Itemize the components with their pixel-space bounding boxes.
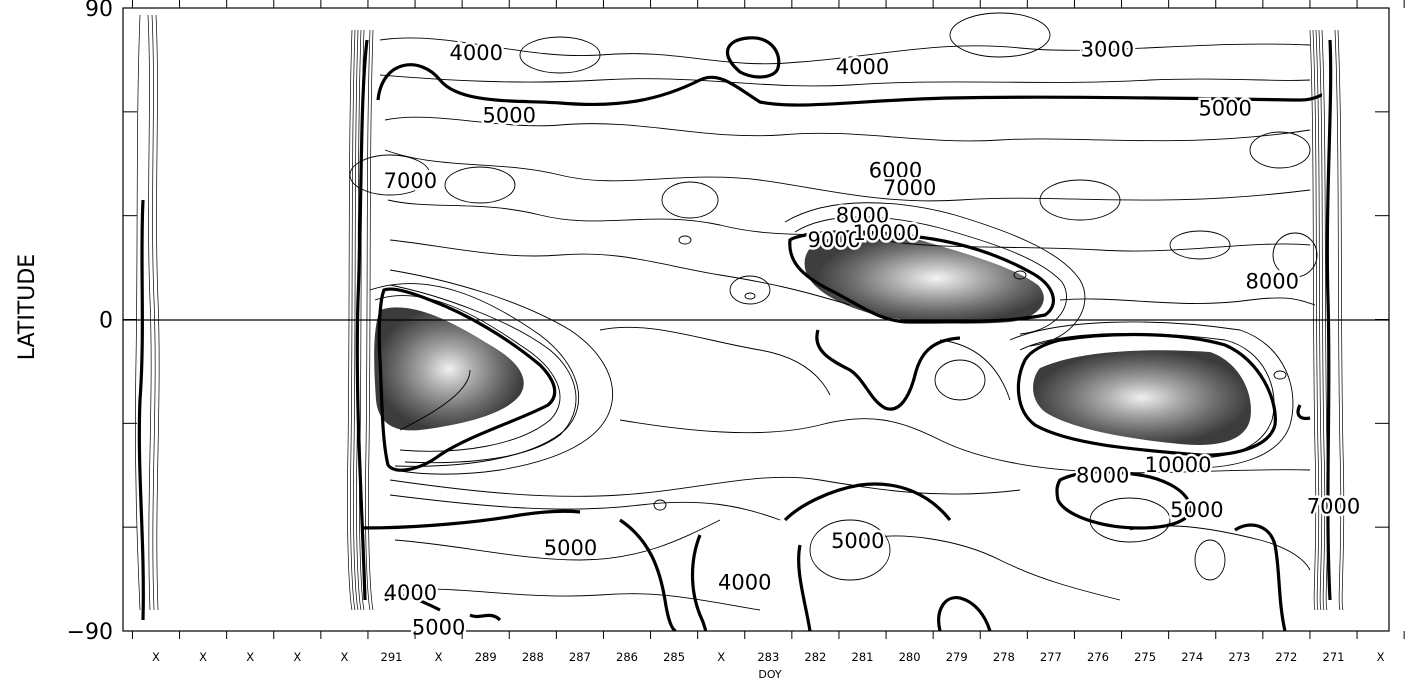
shaded-maximum-1 <box>374 307 524 431</box>
contour-label: 5000 <box>544 536 597 560</box>
x-tick-label: 271 <box>1323 650 1345 664</box>
contour-label: 7000 <box>384 169 437 193</box>
contour-label: 3000 <box>1081 38 1134 62</box>
contour-label: 9000 <box>808 228 861 252</box>
contour-label: 8000 <box>836 204 889 228</box>
x-tick-label: X <box>199 650 207 664</box>
x-tick-label: 286 <box>616 650 638 664</box>
y-axis: 90 0 −90 <box>67 0 1389 645</box>
x-tick-label: 289 <box>475 650 497 664</box>
x-tick-label: X <box>152 650 160 664</box>
contour-label: 4000 <box>450 41 503 65</box>
contour-label: 5000 <box>412 616 465 640</box>
x-tick-label: X <box>246 650 254 664</box>
x-tick-label: 281 <box>852 650 874 664</box>
x-tick-label: X <box>340 650 348 664</box>
x-tick-label: X <box>717 650 725 664</box>
contour-label: 10000 <box>853 221 920 245</box>
y-axis-label: LATITUDE <box>15 254 40 360</box>
contour-label: 7000 <box>883 176 936 200</box>
x-tick-label: 277 <box>1040 650 1062 664</box>
x-tick-label: 280 <box>899 650 921 664</box>
contour-field <box>135 12 1345 631</box>
x-tick-label: 276 <box>1087 650 1109 664</box>
x-tick-label: 287 <box>569 650 591 664</box>
contour-label: 4000 <box>836 55 889 79</box>
thick-contours <box>137 36 1333 631</box>
x-axis: X X X X X 291 X 289 288 287 286 285 X 283 282 281 280 279… <box>131 0 1405 664</box>
shaded-maximum-3 <box>1033 350 1251 445</box>
thin-contours <box>349 12 1318 611</box>
contour-label: 8000 <box>1246 269 1299 293</box>
x-tick-label: 285 <box>663 650 685 664</box>
x-tick-label: 282 <box>804 650 826 664</box>
y-tick-label: 90 <box>85 0 113 22</box>
x-axis-label: DOY <box>758 668 782 681</box>
contour-label: 4000 <box>384 581 437 605</box>
contour-label: 7000 <box>1307 494 1360 518</box>
contour-label: 4000 <box>718 571 771 595</box>
contour-label: 5000 <box>1170 498 1223 522</box>
x-tick-label: 279 <box>946 650 968 664</box>
x-tick-label: 275 <box>1134 650 1156 664</box>
x-tick-label: 273 <box>1228 650 1250 664</box>
x-tick-label: X <box>293 650 301 664</box>
shaded-maximum-2 <box>804 232 1044 324</box>
contour-label: 6000 <box>869 159 922 183</box>
x-tick-label: 272 <box>1275 650 1297 664</box>
x-tick-label: X <box>435 650 443 664</box>
x-tick-label: 274 <box>1181 650 1203 664</box>
x-tick-label: X <box>1377 650 1385 664</box>
x-tick-label: 288 <box>522 650 544 664</box>
y-tick-label: −90 <box>67 620 113 645</box>
contour-label: 10000 <box>1145 453 1212 477</box>
edge-bands <box>135 14 1345 611</box>
y-tick-label: 0 <box>99 309 113 334</box>
contour-label: 5000 <box>1198 96 1251 120</box>
x-tick-label: 283 <box>757 650 779 664</box>
x-tick-label: 291 <box>381 650 403 664</box>
x-tick-label: 278 <box>993 650 1015 664</box>
contour-label: 5000 <box>483 103 536 127</box>
contour-label: 5000 <box>831 529 884 553</box>
contour-label: 8000 <box>1076 463 1129 487</box>
